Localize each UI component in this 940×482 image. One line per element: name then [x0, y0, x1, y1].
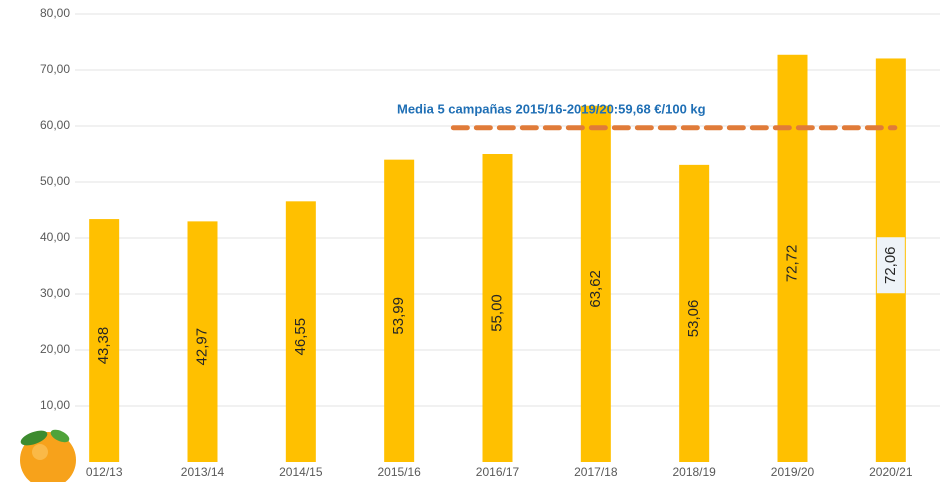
y-tick-label: 10,00	[40, 398, 70, 412]
y-tick-label: 30,00	[40, 286, 70, 300]
x-tick-label: 2016/17	[476, 465, 520, 479]
value-label: 46,55	[292, 318, 309, 356]
x-tick-label: 2013/14	[181, 465, 225, 479]
y-tick-label: 60,00	[40, 118, 70, 132]
plot: 10,00 20,00 30,00 40,00 50,00 60,00 70,00 80,00…	[40, 6, 940, 479]
x-tick-label: 2014/15	[279, 465, 323, 479]
orange-icon	[20, 429, 76, 482]
bar	[580, 105, 611, 462]
x-tick-label: 2018/19	[672, 465, 716, 479]
y-tick-label: 80,00	[40, 6, 70, 20]
bar	[679, 164, 710, 462]
x-tick-label: 2020/21	[869, 465, 913, 479]
y-tick-label: 40,00	[40, 230, 70, 244]
bar	[384, 159, 415, 462]
value-label: 72,06	[882, 246, 899, 284]
value-label: 63,62	[587, 270, 604, 308]
y-tick-label: 70,00	[40, 62, 70, 76]
value-label: 53,06	[685, 300, 702, 338]
bar	[89, 219, 120, 462]
bar	[187, 221, 218, 462]
value-label: 55,00	[488, 294, 505, 332]
y-tick-label: 20,00	[40, 342, 70, 356]
label-box	[876, 237, 905, 294]
value-label: 53,99	[390, 297, 407, 335]
y-tick-label: 50,00	[40, 174, 70, 188]
x-tick-label: 2019/20	[771, 465, 815, 479]
x-tick-label: 012/13	[86, 465, 123, 479]
value-label: 43,38	[95, 327, 112, 365]
x-tick-label: 2017/18	[574, 465, 618, 479]
bar	[777, 54, 808, 462]
annotation: Media 5 campañas 2015/16-2019/20:59,68 €…	[397, 101, 706, 116]
bar	[285, 201, 316, 462]
x-tick-label: 2015/16	[377, 465, 421, 479]
bar	[482, 154, 513, 462]
value-label: 72,72	[783, 245, 800, 283]
value-label: 42,97	[193, 328, 210, 366]
